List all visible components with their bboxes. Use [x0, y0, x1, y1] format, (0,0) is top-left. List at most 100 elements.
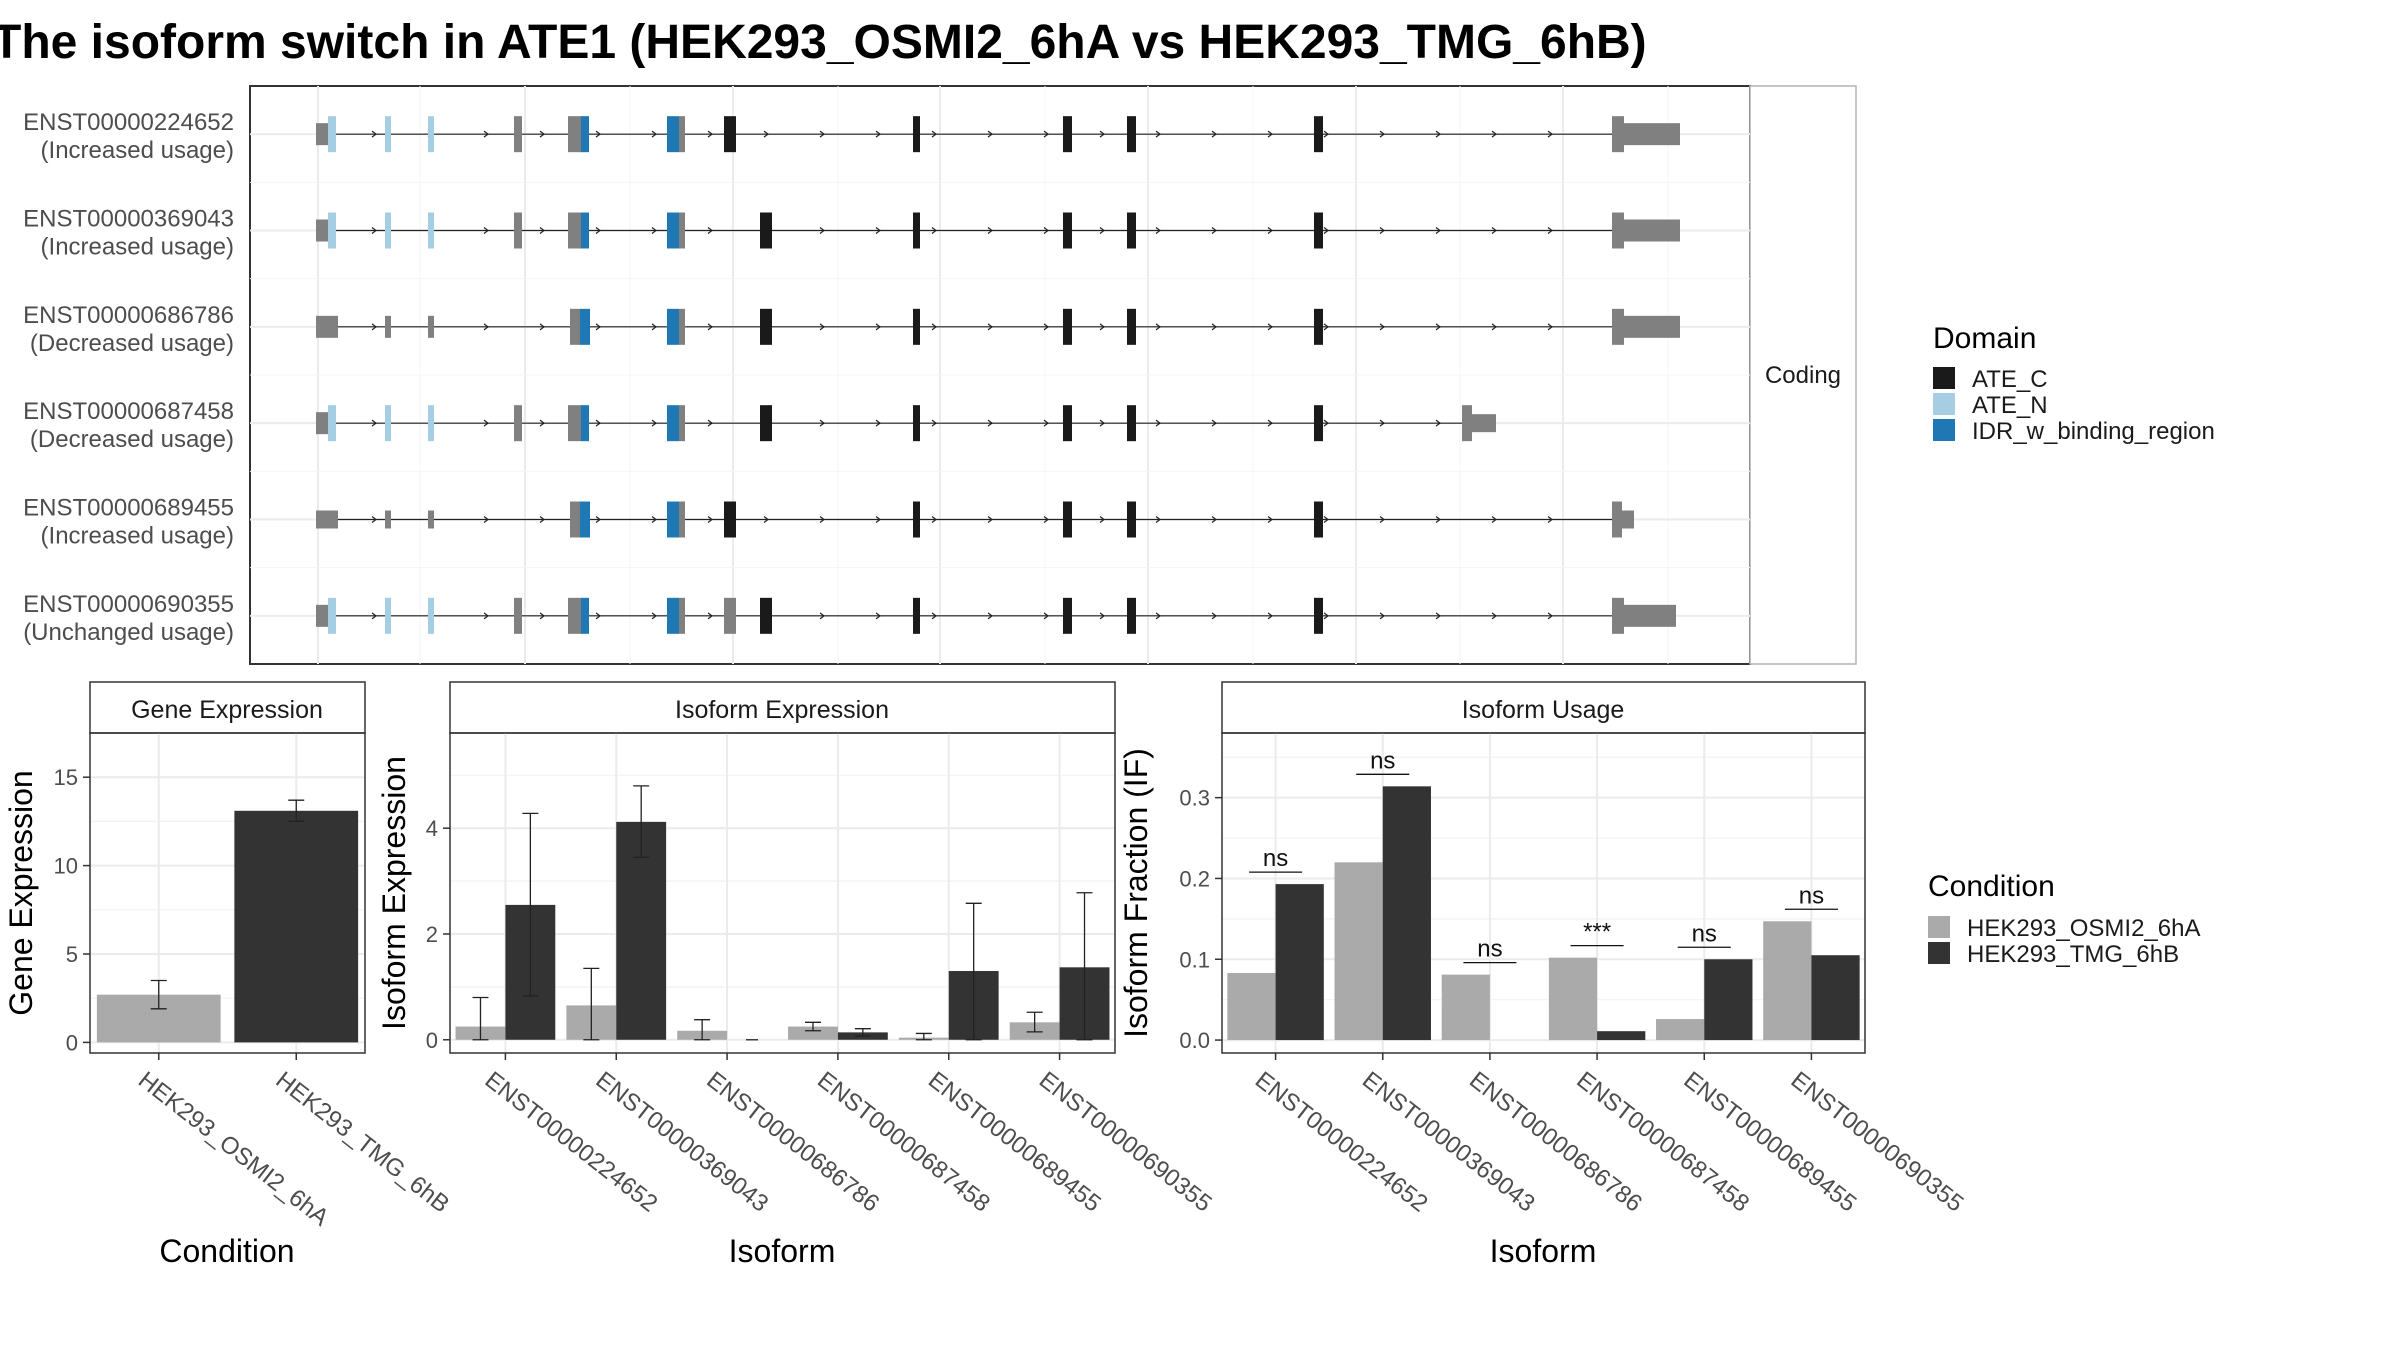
exon-block	[1612, 308, 1624, 345]
bar-condition-b	[1382, 786, 1431, 1041]
intron-direction-arrow	[595, 323, 601, 331]
exon-block	[514, 116, 522, 153]
intron-direction-arrow	[595, 612, 601, 620]
intron-direction-arrow	[1155, 419, 1161, 427]
transcript-structure-panel: Coding ENST00000224652(Increased usage)E…	[23, 85, 1857, 665]
transcript-id-label: ENST00000689455	[23, 495, 234, 522]
intron-direction-arrow	[1435, 323, 1441, 331]
exon-block	[428, 315, 434, 338]
domain-idr	[667, 308, 679, 345]
intron-direction-arrow	[371, 130, 377, 138]
legend-swatch-ate-c	[1933, 367, 1955, 389]
intron-direction-arrow	[1491, 130, 1497, 138]
domain-ate-c	[1127, 501, 1136, 538]
intron-direction-arrow	[1491, 516, 1497, 523]
domain-idr	[581, 212, 589, 249]
domain-ate-c	[1127, 116, 1136, 153]
intron-direction-arrow	[1379, 516, 1385, 523]
intron-direction-arrow	[931, 227, 937, 234]
domain-ate-c	[1314, 597, 1323, 634]
intron-direction-arrow	[931, 323, 937, 331]
isoform-expression-panel-title: Isoform Expression	[675, 696, 889, 724]
exon-block	[428, 510, 434, 529]
y-tick-label: 15	[54, 765, 78, 790]
intron-direction-arrow	[1379, 130, 1385, 138]
intron-direction-arrow	[1099, 323, 1105, 331]
y-tick-label: 0	[426, 1028, 438, 1053]
intron-direction-arrow	[931, 612, 937, 620]
bar-condition-a	[1656, 1019, 1705, 1041]
domain-ate-n	[328, 405, 336, 442]
y-tick-label: 5	[66, 942, 78, 967]
intron-direction-arrow	[1043, 323, 1049, 331]
domain-ate-c	[1127, 597, 1136, 634]
intron-direction-arrow	[539, 227, 545, 234]
intron-direction-arrow	[483, 130, 489, 138]
domain-ate-c	[1314, 116, 1323, 153]
intron-direction-arrow	[1155, 516, 1161, 523]
exon-block	[316, 123, 330, 146]
intron-direction-arrow	[595, 227, 601, 234]
transcript-usage-label: (Unchanged usage)	[23, 619, 234, 646]
intron-direction-arrow	[1547, 130, 1553, 138]
domain-ate-c	[913, 116, 920, 153]
exon-block	[385, 510, 391, 529]
intron-direction-arrow	[875, 323, 881, 331]
intron-direction-arrow	[1043, 130, 1049, 138]
isoform-expression-panel: Isoform Expression Isoform Isoform Expre…	[376, 681, 1217, 1269]
exon-block	[679, 116, 685, 153]
intron-direction-arrow	[1435, 419, 1441, 427]
exon-block	[316, 412, 330, 435]
intron-direction-arrow	[371, 419, 377, 427]
bar-condition-b	[1275, 884, 1324, 1041]
x-tick-label: ENST00000687458	[1571, 1066, 1754, 1217]
transcript-usage-label: (Increased usage)	[41, 523, 234, 550]
y-tick-label: 4	[426, 816, 438, 841]
domain-ate-c	[913, 308, 920, 345]
bar-condition-a	[1548, 957, 1598, 1041]
y-tick-label: 0.0	[1179, 1028, 1210, 1053]
exon-block	[514, 405, 522, 442]
exon-block	[316, 219, 330, 242]
x-tick-label: ENST00000224652	[1250, 1066, 1433, 1217]
significance-label: ns	[1263, 845, 1288, 872]
domain-ate-c	[1127, 212, 1136, 249]
intron-direction-arrow	[987, 612, 993, 620]
x-tick-label: ENST00000369043	[1357, 1066, 1540, 1217]
isoform-usage-panel: Isoform Usage Isoform Isoform Fraction (…	[1118, 681, 1968, 1269]
exon-block	[385, 315, 391, 338]
intron-direction-arrow	[1099, 612, 1105, 620]
domain-idr	[667, 116, 679, 153]
intron-direction-arrow	[763, 130, 769, 138]
intron-direction-arrow	[1547, 227, 1553, 234]
intron-direction-arrow	[1267, 612, 1273, 620]
exon-block	[316, 510, 338, 529]
exon-block	[1462, 405, 1472, 442]
y-tick-label: 0	[66, 1030, 78, 1055]
intron-direction-arrow	[1155, 612, 1161, 620]
legend-swatch-idr	[1933, 419, 1955, 441]
y-tick-label: 0.1	[1179, 947, 1210, 972]
legend-swatch-condition-a	[1928, 916, 1950, 938]
domain-idr	[580, 501, 590, 538]
gene-expression-x-axis-title: Condition	[159, 1233, 294, 1269]
bar-condition-b	[616, 821, 667, 1040]
intron-direction-arrow	[1099, 130, 1105, 138]
exon-block	[1612, 212, 1624, 249]
intron-direction-arrow	[1491, 227, 1497, 234]
exon-block	[679, 597, 685, 634]
x-tick-label: ENST00000686786	[1464, 1066, 1647, 1217]
domain-ate-c	[913, 212, 920, 249]
intron-direction-arrow	[707, 419, 713, 427]
domain-idr	[581, 405, 589, 442]
y-tick-label: 0.2	[1179, 866, 1210, 891]
isoform-usage-plot-border	[1221, 732, 1866, 1054]
intron-direction-arrow	[595, 130, 601, 138]
transcript-usage-label: (Decreased usage)	[30, 330, 234, 357]
domain-idr	[667, 501, 679, 538]
intron-direction-arrow	[707, 516, 713, 523]
bar-condition-a	[1441, 974, 1490, 1041]
intron-direction-arrow	[1211, 612, 1217, 620]
intron-direction-arrow	[1323, 419, 1329, 427]
